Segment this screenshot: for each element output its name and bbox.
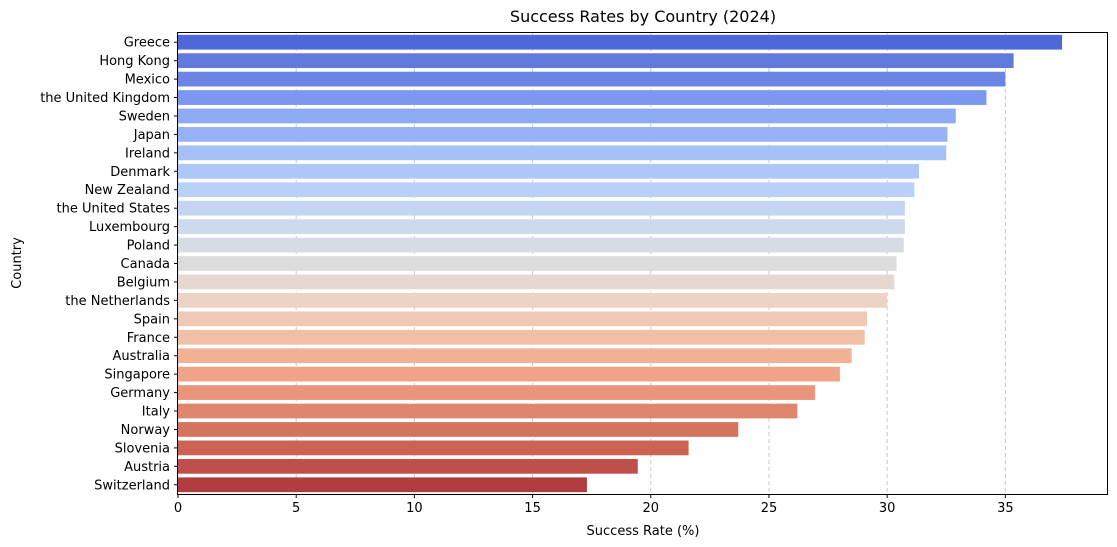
bar <box>178 219 905 234</box>
y-tick-label: Hong Kong <box>99 54 170 69</box>
y-tick-label: Spain <box>134 312 170 327</box>
bar <box>178 182 915 198</box>
x-tick-label: 35 <box>997 501 1014 516</box>
y-tick-label: Norway <box>121 423 171 438</box>
bar <box>178 256 897 271</box>
chart-title: Success Rates by Country (2024) <box>510 7 776 26</box>
bar <box>178 108 956 124</box>
bar <box>178 329 865 345</box>
y-tick-label: Japan <box>133 128 170 143</box>
x-tick-label: 25 <box>761 501 778 516</box>
y-tick-label: Belgium <box>117 275 170 290</box>
y-tick-label: Luxembourg <box>89 220 170 235</box>
y-tick-label: New Zealand <box>85 183 170 198</box>
bar <box>178 458 638 474</box>
bar <box>178 366 840 382</box>
plot-frame <box>177 32 1108 495</box>
bar <box>178 477 587 493</box>
y-tick-label: Australia <box>112 349 170 364</box>
x-tick-label: 10 <box>406 501 423 516</box>
y-tick-label: the United Kingdom <box>40 91 170 106</box>
bar <box>178 163 920 179</box>
bar <box>178 71 1006 87</box>
y-axis-label: Country <box>10 237 25 289</box>
bar <box>178 385 816 400</box>
bar <box>178 127 948 142</box>
y-tick-label: Poland <box>127 239 170 254</box>
y-tick-label: France <box>127 331 170 346</box>
x-tick-label: 20 <box>643 501 660 516</box>
bar <box>178 403 798 419</box>
x-tick-label: 5 <box>292 501 300 516</box>
bar <box>178 422 739 437</box>
y-tick-label: the United States <box>57 202 171 217</box>
y-tick-label: Mexico <box>125 73 170 88</box>
y-tick-label: Denmark <box>110 165 170 180</box>
y-tick-label: the Netherlands <box>65 294 170 309</box>
x-axis-ticks: 0 5 10 15 20 25 30 35 <box>174 494 1014 516</box>
bar <box>178 293 888 308</box>
y-tick-label: Greece <box>124 36 170 51</box>
bar <box>178 348 852 364</box>
bar <box>178 145 947 161</box>
x-tick-label: 15 <box>524 501 541 516</box>
y-tick-label: Slovenia <box>115 441 170 456</box>
y-tick-label: Italy <box>142 405 171 420</box>
bar <box>178 311 868 327</box>
x-tick-label: 30 <box>879 501 896 516</box>
bar <box>178 440 689 456</box>
bar <box>178 90 987 105</box>
y-axis-ticks: Greece Hong Kong Mexico the United Kingdom S… <box>40 36 178 493</box>
y-tick-label: Germany <box>110 386 170 401</box>
bar <box>178 53 1014 69</box>
bar <box>178 200 905 216</box>
bar <box>178 274 895 290</box>
bar <box>178 34 1063 50</box>
y-tick-label: Canada <box>121 257 170 272</box>
bar <box>178 237 904 253</box>
y-tick-label: Switzerland <box>94 478 170 493</box>
x-tick-label: 0 <box>174 501 182 516</box>
y-tick-label: Ireland <box>125 146 170 161</box>
y-tick-label: Sweden <box>119 109 170 124</box>
x-axis-label: Success Rate (%) <box>587 524 700 539</box>
bars <box>178 34 1063 493</box>
y-tick-label: Austria <box>124 460 170 475</box>
y-tick-label: Singapore <box>104 368 170 383</box>
